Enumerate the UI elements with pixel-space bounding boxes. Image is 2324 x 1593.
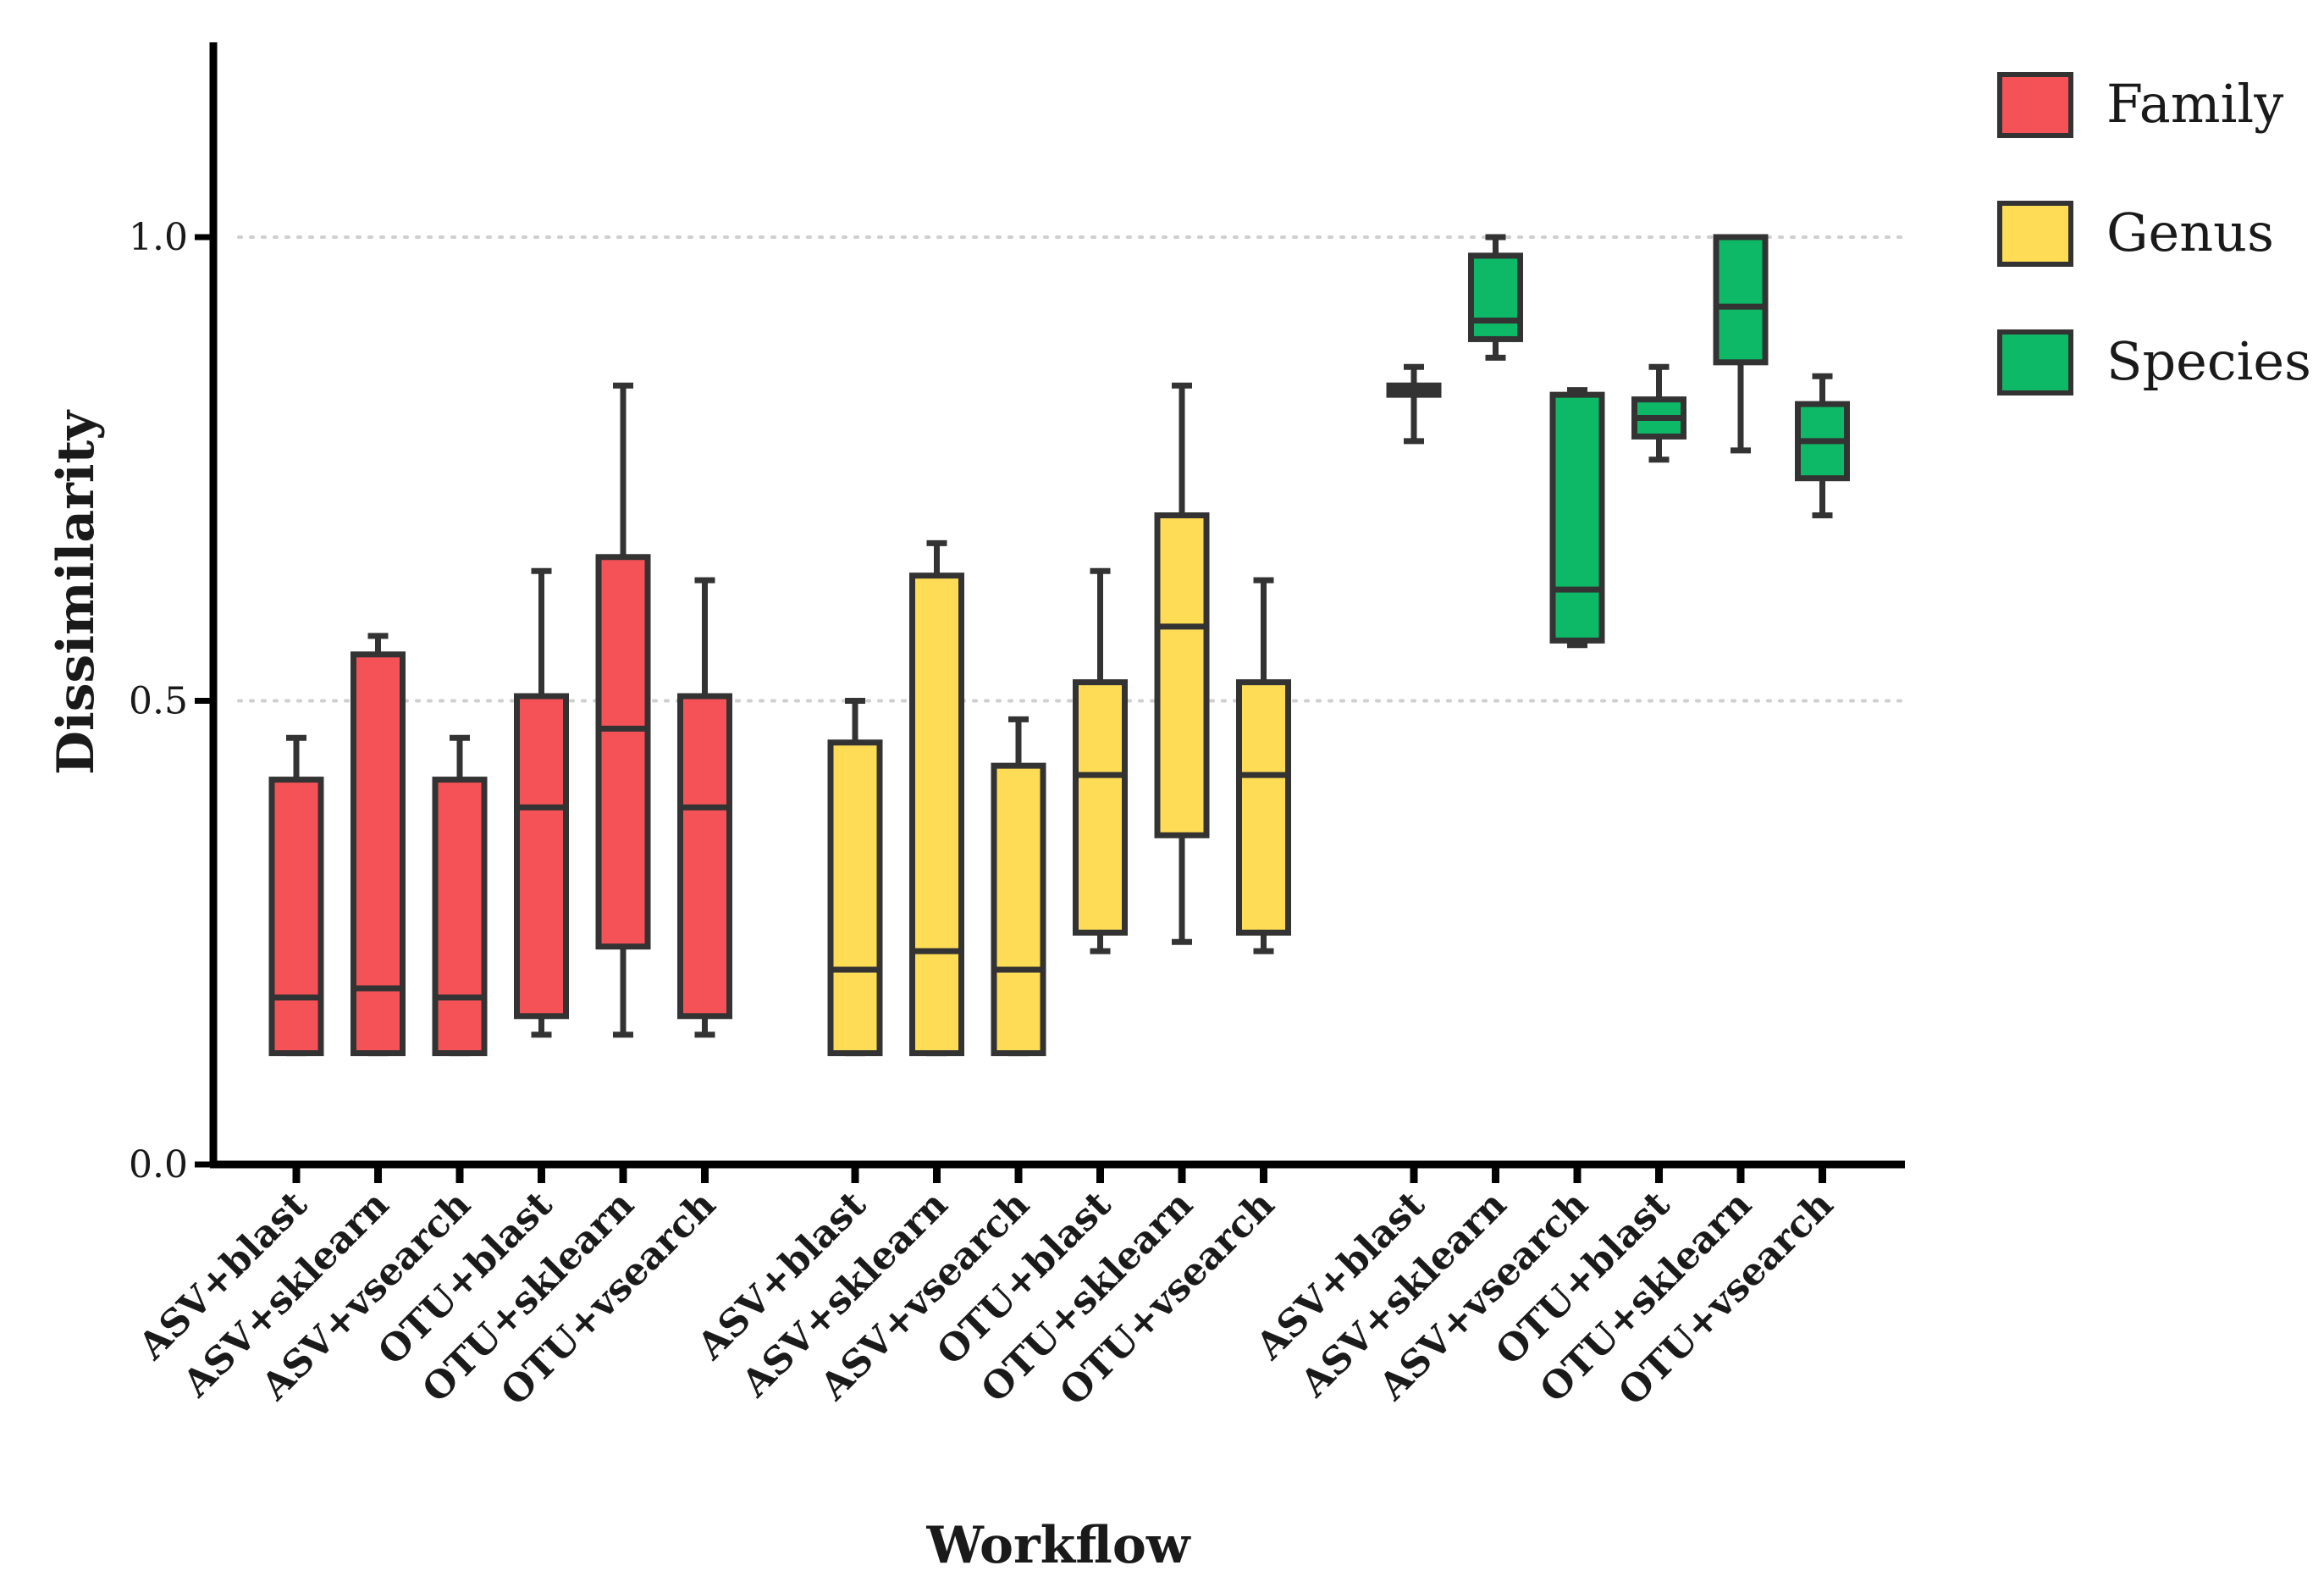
box-family-asv-vsearch <box>432 734 488 1057</box>
x-axis-ticks: ASV+blastASV+sklearnASV+vsearchOTU+blast… <box>130 1164 1841 1414</box>
iqr-box <box>827 739 883 1057</box>
box-family-otu-vsearch <box>677 577 732 1038</box>
iqr-box <box>1468 252 1523 342</box>
legend-swatch-family <box>1997 72 2073 138</box>
iqr-box <box>351 651 406 1057</box>
iqr-box <box>1073 679 1128 936</box>
box-species-asv-vsearch <box>1549 387 1605 649</box>
iqr-box <box>595 554 651 950</box>
iqr-box <box>1549 391 1605 644</box>
box-family-asv-blast <box>268 734 324 1057</box>
iqr-box <box>432 777 488 1057</box>
box-family-otu-sklearn <box>595 382 651 1038</box>
series-genus <box>827 382 1291 1057</box>
legend: Family Genus Species <box>1997 72 2311 395</box>
iqr-box <box>514 693 569 1020</box>
iqr-box <box>268 777 324 1057</box>
legend-label-species: Species <box>2106 330 2311 392</box>
iqr-box <box>677 693 732 1020</box>
box-species-otu-blast <box>1631 363 1686 463</box>
box-genus-asv-sklearn <box>909 539 964 1057</box>
iqr-box <box>1713 234 1769 366</box>
y-tick-label: 1.0 <box>129 216 188 259</box>
iqr-box <box>991 762 1046 1057</box>
grid-lines <box>237 235 1907 703</box>
box-genus-asv-vsearch <box>991 716 1046 1057</box>
legend-label-genus: Genus <box>2106 202 2274 263</box>
y-tick-label: 0.5 <box>129 680 188 723</box>
y-tick-label: 0.0 <box>129 1143 188 1186</box>
box-species-otu-vsearch <box>1795 373 1850 518</box>
box-genus-otu-sklearn <box>1154 382 1210 945</box>
box-family-asv-sklearn <box>351 633 406 1057</box>
series-species <box>1386 234 1850 649</box>
legend-label-family: Family <box>2106 73 2283 135</box>
box-genus-otu-blast <box>1073 567 1128 954</box>
legend-swatch-species <box>1997 329 2073 395</box>
box-species-asv-blast <box>1386 363 1442 445</box>
box-genus-asv-blast <box>827 698 883 1057</box>
iqr-box <box>909 572 964 1057</box>
iqr-box <box>1236 679 1291 936</box>
box-species-otu-sklearn <box>1713 234 1769 454</box>
iqr-box <box>1154 512 1210 838</box>
y-axis-ticks: 0.0 0.5 1.0 <box>129 216 213 1186</box>
box-species-asv-sklearn <box>1468 234 1523 361</box>
series-family <box>268 382 732 1057</box>
axes <box>209 42 1905 1169</box>
x-axis-label: Workflow <box>926 1516 1191 1575</box>
legend-swatch-genus <box>1997 201 2073 267</box>
box-plot-area <box>268 234 1850 1057</box>
y-axis-label: Dissimilarity <box>47 409 106 775</box>
box-genus-otu-vsearch <box>1236 577 1291 954</box>
box-family-otu-blast <box>514 567 569 1038</box>
